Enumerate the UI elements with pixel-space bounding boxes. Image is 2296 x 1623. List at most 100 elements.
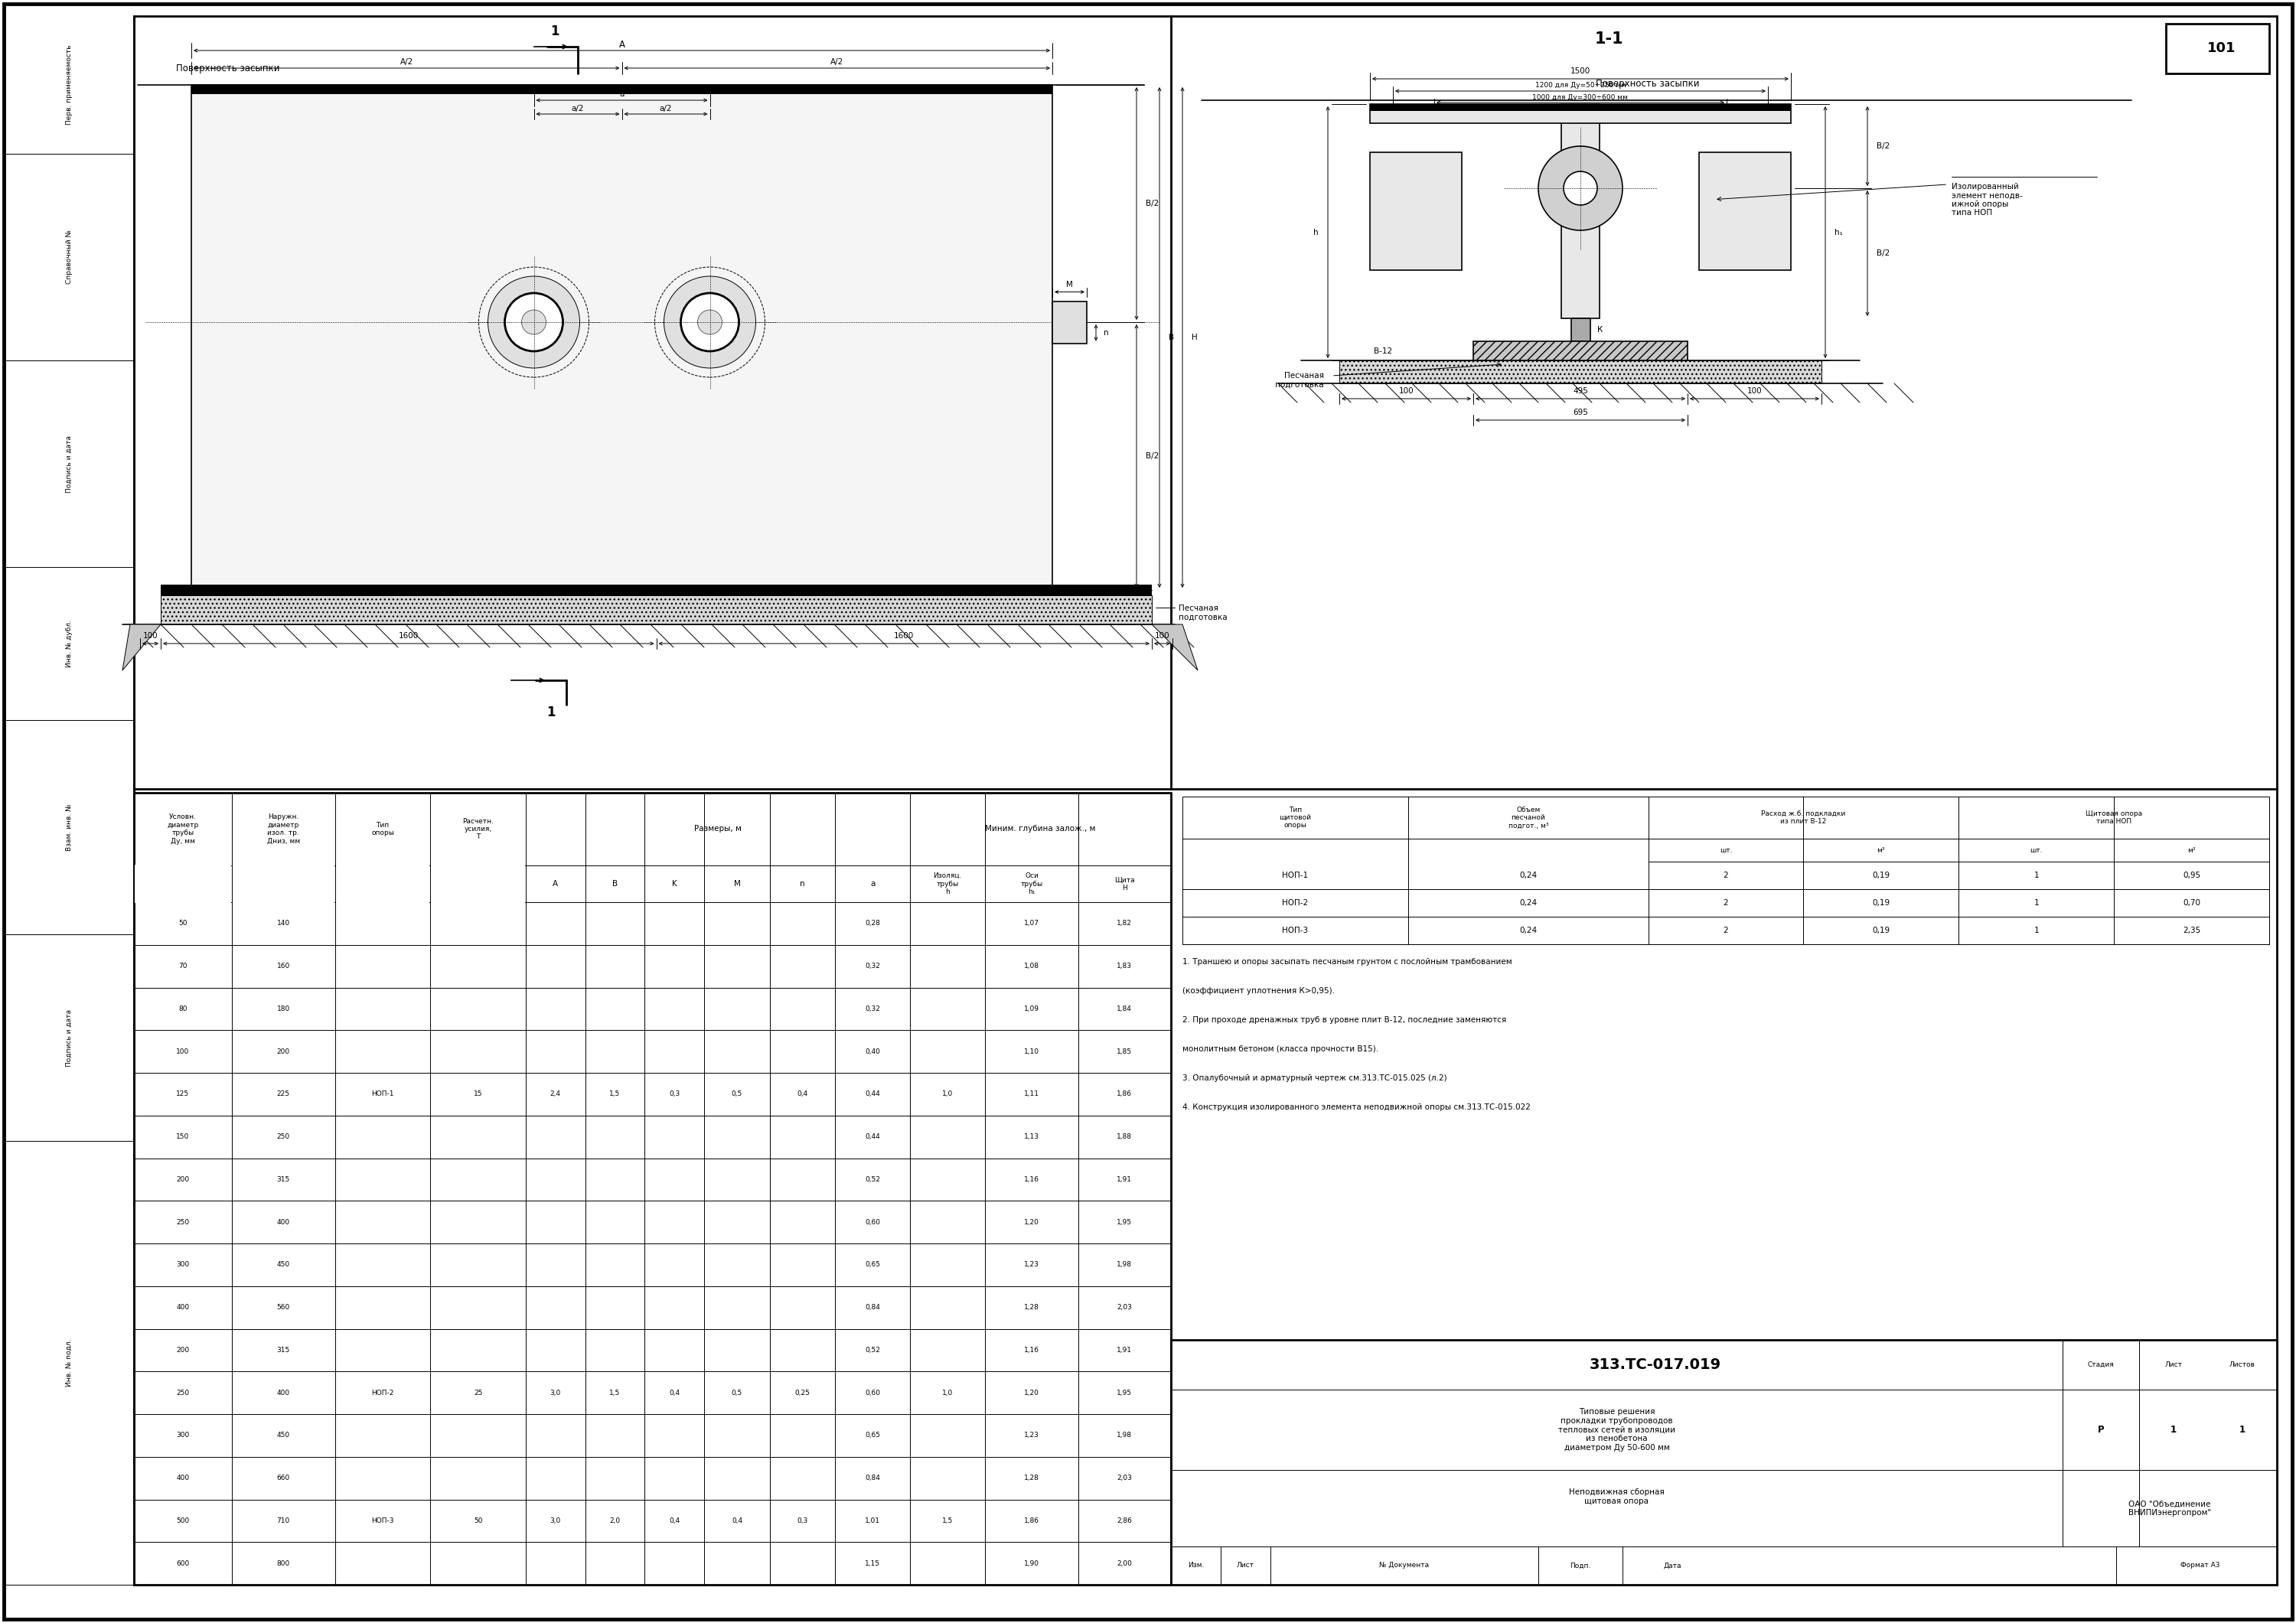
- Text: 1,91: 1,91: [1116, 1347, 1132, 1354]
- Text: 0,52: 0,52: [866, 1177, 879, 1183]
- Text: K: K: [673, 880, 677, 888]
- Text: Стадия: Стадия: [2087, 1362, 2115, 1368]
- Text: Поверхность засыпки: Поверхность засыпки: [1596, 80, 1699, 89]
- Text: 3,0: 3,0: [551, 1389, 560, 1396]
- Text: Размеры, м: Размеры, м: [693, 824, 742, 833]
- Text: 2: 2: [1724, 872, 1729, 880]
- Text: Щитовая опора
типа НОП: Щитовая опора типа НОП: [2085, 810, 2142, 824]
- Circle shape: [1538, 146, 1623, 230]
- Text: 1,0: 1,0: [941, 1091, 953, 1097]
- Text: 1,11: 1,11: [1024, 1091, 1040, 1097]
- Text: 1,28: 1,28: [1024, 1303, 1040, 1311]
- Text: 0,70: 0,70: [2183, 899, 2200, 907]
- Bar: [1371, 153, 1463, 269]
- Text: 200: 200: [278, 1048, 289, 1055]
- Text: 0,32: 0,32: [866, 962, 879, 969]
- Text: 1: 1: [2170, 1425, 2177, 1435]
- Text: 0,24: 0,24: [1520, 927, 1536, 935]
- Text: 1,01: 1,01: [866, 1518, 879, 1524]
- Text: м³: м³: [2188, 847, 2195, 854]
- Text: Справочный №: Справочный №: [67, 230, 73, 284]
- Text: 1,86: 1,86: [1116, 1091, 1132, 1097]
- Text: 1,5: 1,5: [941, 1518, 953, 1524]
- Text: 3,0: 3,0: [551, 1518, 560, 1524]
- Text: ОАО "Объединение
ВНИПИэнергопром": ОАО "Объединение ВНИПИэнергопром": [2128, 1500, 2211, 1516]
- Text: 50: 50: [179, 920, 188, 927]
- Text: h₁: h₁: [1835, 229, 1844, 235]
- Text: Условн.
диаметр
трубы
Ду, мм: Условн. диаметр трубы Ду, мм: [168, 813, 197, 844]
- Circle shape: [664, 276, 755, 368]
- Text: монолитным бетоном (класса прочности В15).: монолитным бетоном (класса прочности В15…: [1182, 1045, 1378, 1053]
- Text: 1: 1: [546, 706, 556, 719]
- Text: Неподвижная сборная
щитовая опора: Неподвижная сборная щитовая опора: [1568, 1488, 1665, 1505]
- Text: 1: 1: [2034, 927, 2039, 935]
- Text: 0,52: 0,52: [866, 1347, 879, 1354]
- Text: 0,4: 0,4: [668, 1389, 680, 1396]
- Text: 1,82: 1,82: [1116, 920, 1132, 927]
- Text: Тип
опоры: Тип опоры: [372, 821, 395, 836]
- Text: 250: 250: [177, 1219, 188, 1225]
- Text: 710: 710: [278, 1518, 289, 1524]
- Text: 4. Конструкция изолированного элемента неподвижной опоры см.313.ТС-015.022: 4. Конструкция изолированного элемента н…: [1182, 1104, 1531, 1112]
- Text: 225: 225: [278, 1091, 289, 1097]
- Text: Дн.из: Дн.из: [1575, 190, 1593, 209]
- Text: 1,0: 1,0: [941, 1389, 953, 1396]
- Text: 0,5: 0,5: [732, 1389, 742, 1396]
- Circle shape: [680, 294, 739, 351]
- Bar: [1182, 797, 2268, 945]
- Text: 1600: 1600: [400, 631, 418, 639]
- Text: 0,84: 0,84: [866, 1475, 879, 1482]
- Text: B/2: B/2: [1146, 200, 1159, 208]
- Text: Лист: Лист: [2165, 1362, 2181, 1368]
- Text: 200: 200: [177, 1347, 188, 1354]
- Text: 1,91: 1,91: [1116, 1177, 1132, 1183]
- Text: 2,35: 2,35: [2183, 927, 2200, 935]
- Text: 660: 660: [278, 1475, 289, 1482]
- Text: B/2: B/2: [1146, 453, 1159, 459]
- Text: 495: 495: [1573, 388, 1589, 394]
- Text: 0,60: 0,60: [866, 1389, 879, 1396]
- Text: 1,23: 1,23: [1024, 1261, 1040, 1268]
- Text: 1,86: 1,86: [1024, 1518, 1040, 1524]
- Text: 2,86: 2,86: [1116, 1518, 1132, 1524]
- Text: 25: 25: [473, 1389, 482, 1396]
- Text: 100: 100: [142, 631, 158, 639]
- Bar: [135, 865, 232, 902]
- Text: 0,40: 0,40: [866, 1048, 879, 1055]
- Text: 0,19: 0,19: [1871, 899, 1890, 907]
- Text: В-12: В-12: [1373, 347, 1391, 355]
- Text: 1,84: 1,84: [1116, 1005, 1132, 1013]
- Text: 0,95: 0,95: [2183, 872, 2200, 880]
- Text: НОП-2: НОП-2: [372, 1389, 395, 1396]
- Text: 0,44: 0,44: [866, 1091, 879, 1097]
- Text: 0,24: 0,24: [1520, 899, 1536, 907]
- Bar: [1474, 341, 1688, 360]
- Text: 1,28: 1,28: [1024, 1475, 1040, 1482]
- Text: 180: 180: [278, 1005, 289, 1013]
- Text: Тип
щитовой
опоры: Тип щитовой опоры: [1279, 807, 1311, 829]
- Bar: [1052, 302, 1086, 342]
- Text: Миним. глубина залож., м: Миним. глубина залож., м: [985, 824, 1095, 833]
- Text: шт.: шт.: [1720, 847, 1731, 854]
- Polygon shape: [1153, 625, 1199, 670]
- Text: 100: 100: [1155, 631, 1169, 639]
- Text: 400: 400: [177, 1475, 188, 1482]
- Text: 450: 450: [278, 1431, 289, 1440]
- Text: НОП-3: НОП-3: [1281, 927, 1309, 935]
- Text: a: a: [870, 880, 875, 888]
- Text: 2,03: 2,03: [1116, 1303, 1132, 1311]
- Text: 1600: 1600: [893, 631, 914, 639]
- Text: 315: 315: [278, 1347, 289, 1354]
- Text: 140: 140: [278, 920, 289, 927]
- Text: a/2: a/2: [572, 105, 583, 112]
- Text: 1: 1: [2239, 1425, 2245, 1435]
- Text: Лист: Лист: [1238, 1563, 1254, 1569]
- Circle shape: [521, 310, 546, 334]
- Text: Песчаная
подготовка: Песчаная подготовка: [1274, 372, 1325, 388]
- Bar: [1371, 104, 1791, 110]
- Text: Расчетн.
усилия,
Т: Расчетн. усилия, Т: [461, 818, 494, 841]
- Text: Подпись и дата: Подпись и дата: [67, 435, 73, 492]
- Text: 1-1: 1-1: [1596, 31, 1623, 47]
- Text: n: n: [799, 880, 806, 888]
- Text: 160: 160: [278, 962, 289, 969]
